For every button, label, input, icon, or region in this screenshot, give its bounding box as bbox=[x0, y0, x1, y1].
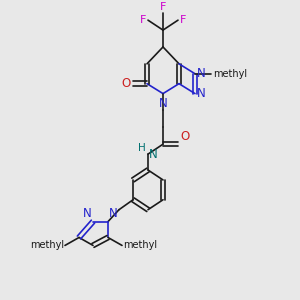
Text: N: N bbox=[159, 97, 167, 110]
Text: methyl: methyl bbox=[213, 69, 247, 79]
Text: O: O bbox=[180, 130, 189, 143]
Text: methyl: methyl bbox=[30, 240, 64, 250]
Text: H: H bbox=[138, 143, 146, 153]
Text: O: O bbox=[122, 77, 131, 90]
Text: N: N bbox=[109, 207, 118, 220]
Text: F: F bbox=[180, 15, 186, 25]
Text: N: N bbox=[197, 67, 206, 80]
Text: N: N bbox=[83, 207, 92, 220]
Text: N: N bbox=[149, 148, 158, 160]
Text: F: F bbox=[160, 2, 166, 12]
Text: N: N bbox=[197, 87, 206, 100]
Text: F: F bbox=[140, 15, 146, 25]
Text: methyl: methyl bbox=[123, 240, 157, 250]
